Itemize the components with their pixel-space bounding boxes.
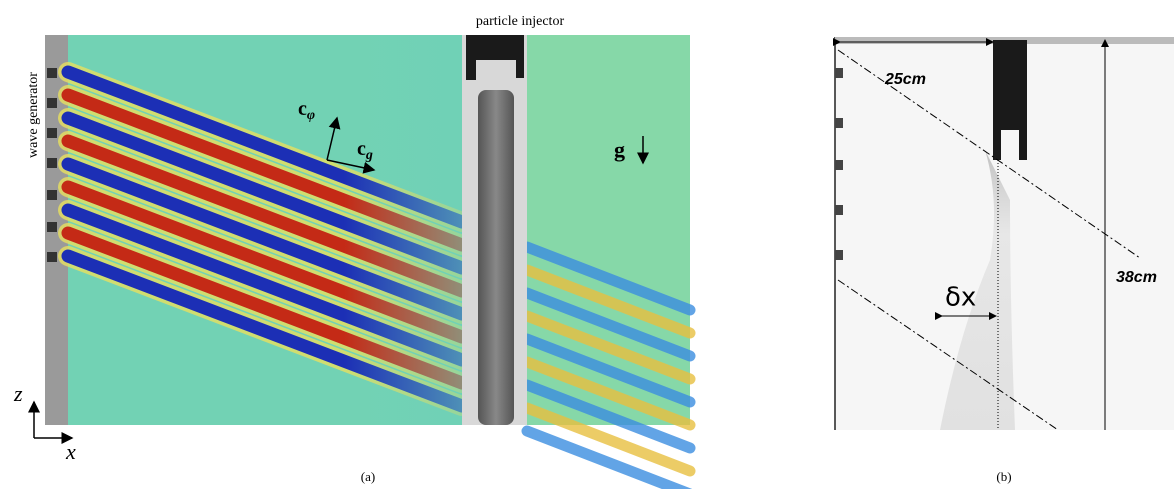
fade [68,35,462,425]
plume [478,90,514,425]
generator-label: wave generator [26,72,41,158]
caption-a: (a) [361,469,375,484]
gravity-label: g [614,137,625,162]
figure: particle injector wave generator cφ cg g… [0,0,1174,489]
width-label: 25cm [884,71,926,88]
z-label: z [13,381,23,406]
x-label: x [65,439,76,464]
injector-label: particle injector [476,14,565,29]
height-label: 38cm [1116,269,1157,286]
panel-b: 25cm 38cm δx (b) [835,37,1174,484]
caption-b: (b) [996,469,1011,484]
panel-a: particle injector wave generator cφ cg g… [13,14,690,489]
offset-label: δx [945,283,976,313]
